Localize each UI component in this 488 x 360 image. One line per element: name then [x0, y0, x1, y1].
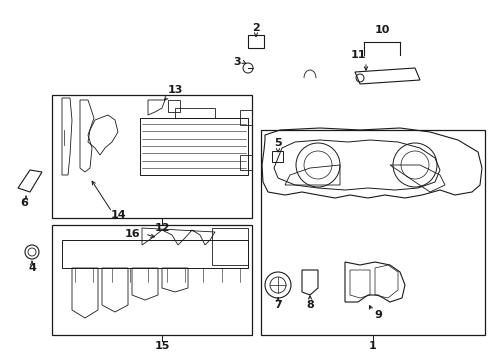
Text: 16: 16 — [124, 229, 140, 239]
Bar — [52, 95, 251, 218]
Bar — [52, 225, 251, 335]
Text: 2: 2 — [252, 23, 259, 33]
Bar — [240, 110, 251, 125]
Bar — [140, 118, 247, 175]
Text: 4: 4 — [28, 263, 36, 273]
Text: 5: 5 — [274, 138, 281, 148]
Bar — [271, 151, 283, 162]
Text: 12: 12 — [154, 223, 169, 233]
Text: 3: 3 — [233, 57, 240, 67]
Text: 15: 15 — [154, 341, 169, 351]
Bar — [62, 240, 247, 268]
Text: 11: 11 — [349, 50, 365, 60]
Bar — [261, 130, 484, 335]
Text: 8: 8 — [305, 300, 313, 310]
Text: 13: 13 — [167, 85, 183, 95]
Text: 7: 7 — [274, 300, 281, 310]
Bar — [175, 108, 215, 118]
Text: 9: 9 — [373, 310, 381, 320]
Bar — [168, 100, 180, 112]
Bar — [247, 35, 264, 48]
Text: 1: 1 — [368, 341, 376, 351]
Text: 6: 6 — [20, 198, 28, 208]
Bar — [212, 228, 247, 265]
Text: 14: 14 — [110, 210, 125, 220]
Text: 10: 10 — [373, 25, 389, 35]
Bar — [240, 155, 251, 170]
